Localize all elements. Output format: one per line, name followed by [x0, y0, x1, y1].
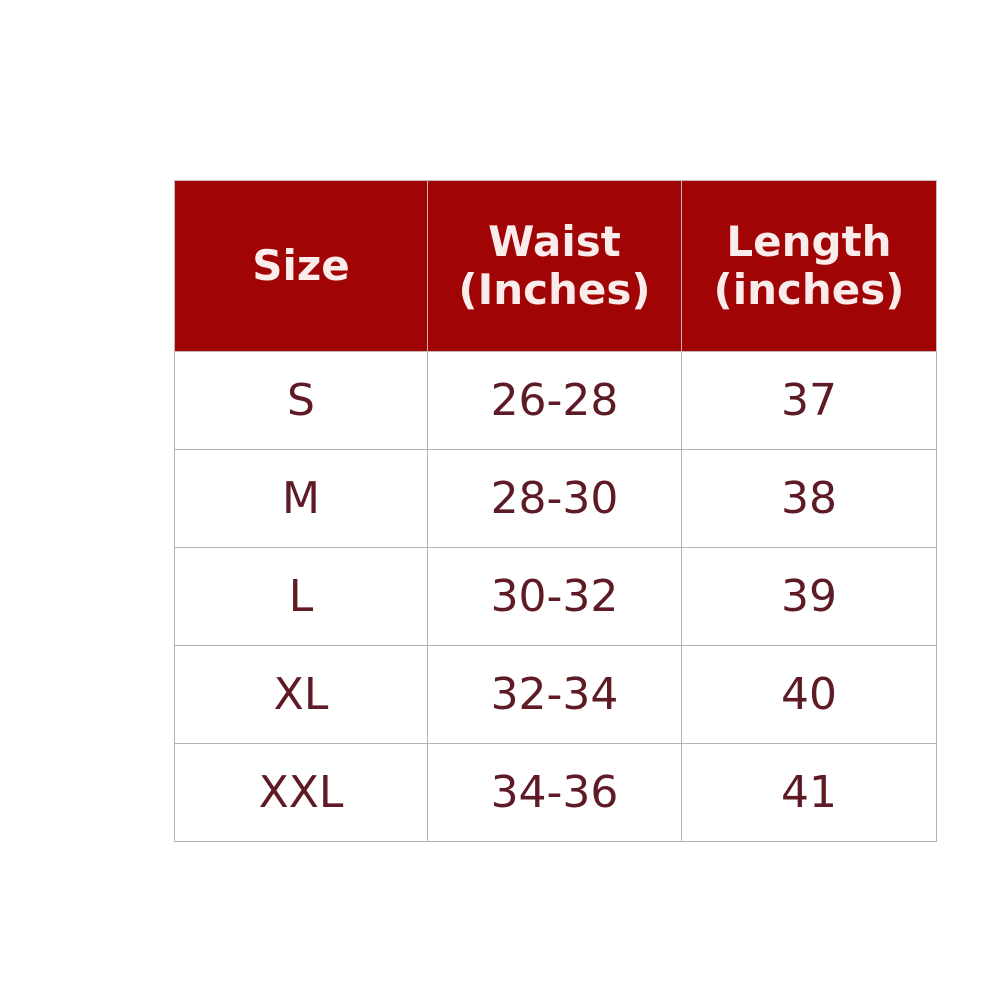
table-row: XXL 34-36 41 [174, 743, 937, 842]
waist-cell: 26-28 [427, 351, 682, 450]
size-cell: S [174, 351, 428, 450]
table-row: M 28-30 38 [174, 449, 937, 548]
header-row: Size Waist (Inches) Length (inches) [174, 180, 937, 352]
table-row: L 30-32 39 [174, 547, 937, 646]
header-waist-line2: (Inches) [458, 265, 651, 314]
waist-cell: 34-36 [427, 743, 682, 842]
length-cell: 37 [681, 351, 937, 450]
length-cell: 41 [681, 743, 937, 842]
header-length: Length (inches) [681, 180, 937, 352]
length-cell: 39 [681, 547, 937, 646]
header-waist-line1: Waist [488, 217, 621, 266]
header-waist: Waist (Inches) [427, 180, 682, 352]
header-size-label: Size [252, 241, 350, 290]
size-chart-table: Size Waist (Inches) Length (inches) S 26-28… [174, 180, 937, 842]
header-size: Size [174, 180, 428, 352]
length-cell: 40 [681, 645, 937, 744]
waist-cell: 28-30 [427, 449, 682, 548]
header-length-line2: (inches) [713, 265, 905, 314]
table-row: S 26-28 37 [174, 351, 937, 450]
waist-cell: 32-34 [427, 645, 682, 744]
size-cell: L [174, 547, 428, 646]
size-cell: M [174, 449, 428, 548]
size-cell: XXL [174, 743, 428, 842]
size-cell: XL [174, 645, 428, 744]
table-row: XL 32-34 40 [174, 645, 937, 744]
waist-cell: 30-32 [427, 547, 682, 646]
header-length-line1: Length [726, 217, 892, 266]
length-cell: 38 [681, 449, 937, 548]
